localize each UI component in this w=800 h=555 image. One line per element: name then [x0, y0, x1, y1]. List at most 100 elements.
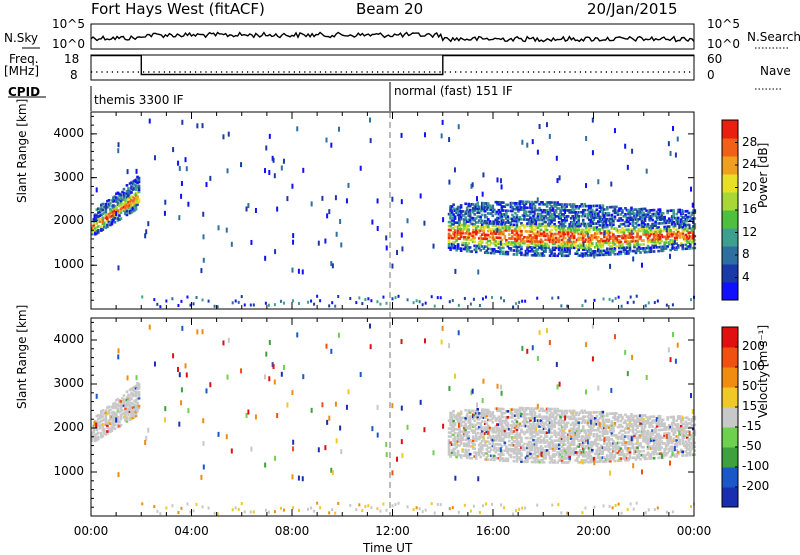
echo-cell [642, 243, 645, 246]
echo-cell [470, 457, 473, 460]
echo-cell [347, 389, 349, 394]
echo-cell [663, 422, 666, 425]
echo-cell [165, 299, 167, 302]
echo-cell [120, 194, 123, 197]
echo-cell [461, 242, 464, 245]
echo-cell [590, 213, 592, 218]
echo-cell [123, 188, 126, 191]
echo-cell [677, 451, 680, 454]
echo-cell [136, 169, 138, 174]
echo-cell [476, 408, 479, 411]
echo-cell [454, 167, 456, 172]
echo-cell [337, 295, 339, 298]
echo-cell [582, 219, 585, 222]
echo-cell [268, 170, 270, 175]
echo-cell [467, 449, 470, 452]
echo-cell [642, 446, 645, 449]
echo-cell [441, 133, 443, 138]
echo-cell [138, 177, 141, 180]
echo-cell [627, 228, 630, 231]
echo-cell [549, 134, 551, 139]
echo-cell [597, 236, 600, 239]
echo-cell [627, 165, 629, 170]
echo-cell [672, 209, 675, 212]
echo-cell [138, 185, 141, 188]
echo-cell [507, 251, 510, 254]
echo-cell [612, 299, 614, 302]
echo-cell [226, 434, 228, 439]
echo-cell [508, 440, 511, 443]
echo-cell [550, 431, 553, 434]
echo-cell [621, 219, 624, 222]
echo-cell [118, 421, 121, 424]
echo-cell [292, 299, 294, 302]
echo-cell [316, 295, 318, 298]
echo-cell [476, 225, 479, 228]
echo-cell [481, 420, 484, 423]
echo-cell [661, 247, 663, 252]
echo-cell [632, 256, 634, 261]
echo-cell [505, 225, 508, 228]
echo-cell [502, 416, 505, 419]
echo-cell [377, 226, 379, 231]
echo-cell [609, 298, 611, 301]
echo-cell [660, 446, 663, 449]
echo-cell [672, 416, 675, 419]
echo-cell [326, 213, 328, 218]
echo-cell [102, 415, 105, 418]
echo-cell [507, 215, 510, 218]
echo-cell [264, 256, 266, 261]
echo-cell [550, 420, 553, 423]
echo-cell [358, 296, 360, 299]
echo-cell [583, 213, 586, 216]
echo-cell [180, 300, 182, 303]
echo-cell [141, 295, 143, 298]
echo-cell [653, 209, 656, 212]
echo-cell [674, 239, 676, 244]
echo-cell [587, 233, 589, 238]
echo-cell [591, 449, 594, 452]
echo-cell [500, 241, 502, 246]
echo-cell [603, 230, 605, 235]
echo-cell [458, 304, 460, 307]
echo-cell [349, 297, 351, 300]
echo-cell [292, 233, 294, 238]
echo-cell [546, 229, 549, 232]
echo-cell [609, 264, 611, 269]
echo-cell [522, 200, 525, 203]
echo-cell [639, 243, 642, 246]
echo-cell [550, 435, 553, 438]
echo-cell [608, 418, 611, 421]
echo-cell [583, 419, 586, 422]
echo-cell [582, 425, 585, 428]
echo-cell [526, 437, 529, 440]
echo-cell [669, 229, 672, 232]
echo-cell [200, 268, 202, 273]
echo-cell [106, 224, 109, 227]
echo-cell [675, 153, 677, 158]
echo-cell [553, 459, 556, 462]
echo-cell [298, 269, 300, 274]
echo-cell [454, 245, 457, 248]
echo-cell [645, 251, 648, 254]
echo-cell [464, 297, 466, 300]
echo-cell [268, 304, 270, 307]
echo-cell [567, 422, 570, 425]
echo-cell [458, 124, 460, 129]
echo-cell [108, 199, 111, 202]
echo-cell [491, 214, 494, 217]
echo-cell [340, 242, 342, 247]
echo-cell [154, 155, 156, 160]
echo-cell [203, 258, 205, 263]
echo-cell [153, 298, 155, 301]
echo-cell [540, 229, 543, 232]
echo-cell [624, 419, 627, 422]
echo-cell [520, 252, 523, 255]
echo-cell [370, 138, 372, 143]
echo-cell [638, 224, 641, 227]
echo-cell [669, 436, 672, 439]
echo-cell [97, 229, 100, 232]
echo-cell [265, 145, 267, 150]
echo-cell [491, 296, 493, 299]
echo-cell [102, 435, 105, 438]
